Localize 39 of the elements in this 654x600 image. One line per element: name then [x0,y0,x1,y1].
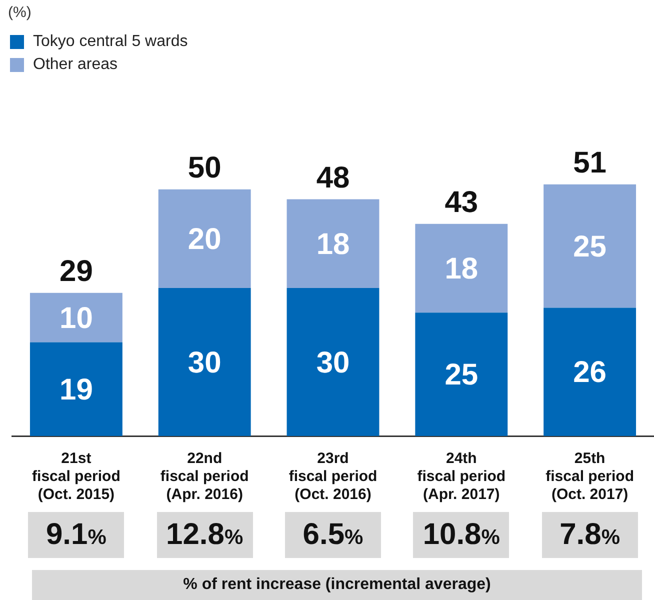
data-label: 25 [573,230,606,264]
x-tick-label: 23rd fiscal period (Oct. 2016) [288,450,378,504]
x-tick-label: 21st fiscal period (Oct. 2015) [32,450,120,504]
bar [158,189,251,288]
bar [286,199,380,288]
data-label: 18 [444,252,478,286]
data-label: 30 [316,346,350,380]
bar [30,342,122,436]
bar [286,288,380,436]
data-label: 20 [188,222,222,256]
text: 12.8% [156,512,253,558]
bar [30,292,122,342]
data-label: 19 [60,373,93,406]
data-label: 18 [316,228,350,261]
total-label: 48 [316,161,350,194]
legend-label: Tokyo central 5 wards [33,32,188,50]
text: (%) [8,4,32,21]
data-label: 25 [444,358,478,392]
total-label: 43 [444,186,478,220]
text: 10.8% [413,512,510,558]
bar [415,312,508,436]
data-label: 26 [573,356,606,390]
data-label: 10 [60,302,93,335]
bar [158,288,251,436]
total-label: 29 [60,255,93,288]
data-label: 30 [188,346,222,380]
total-label: 51 [573,146,606,180]
bar [544,308,636,436]
text: 6.5% [285,512,381,558]
text: 7.8% [542,512,638,558]
x-tick-label: 24th fiscal period (Apr. 2017) [417,450,506,504]
text: % of rent increase (incremental average) [32,570,642,600]
legend-label: Other areas [33,56,118,74]
x-tick-label: 22nd fiscal period (Apr. 2016) [160,450,249,504]
text: 9.1% [28,512,124,558]
bar [415,224,508,313]
bar [544,184,636,308]
total-label: 50 [188,152,222,185]
x-tick-label: 25th fiscal period (Oct. 2017) [546,450,634,504]
